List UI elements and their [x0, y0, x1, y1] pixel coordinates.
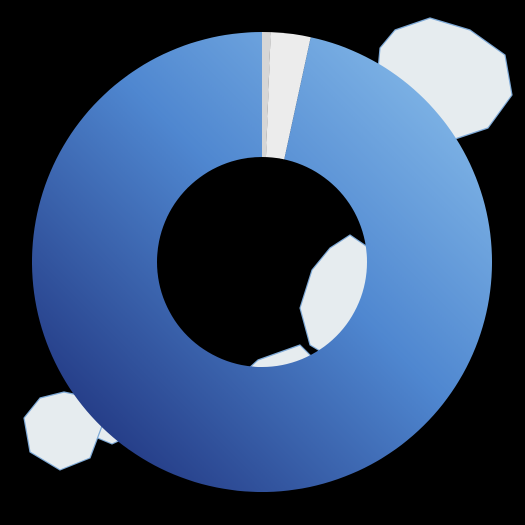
- donut-chart: [0, 0, 525, 525]
- chart-stage: % .578.176社: [0, 0, 525, 525]
